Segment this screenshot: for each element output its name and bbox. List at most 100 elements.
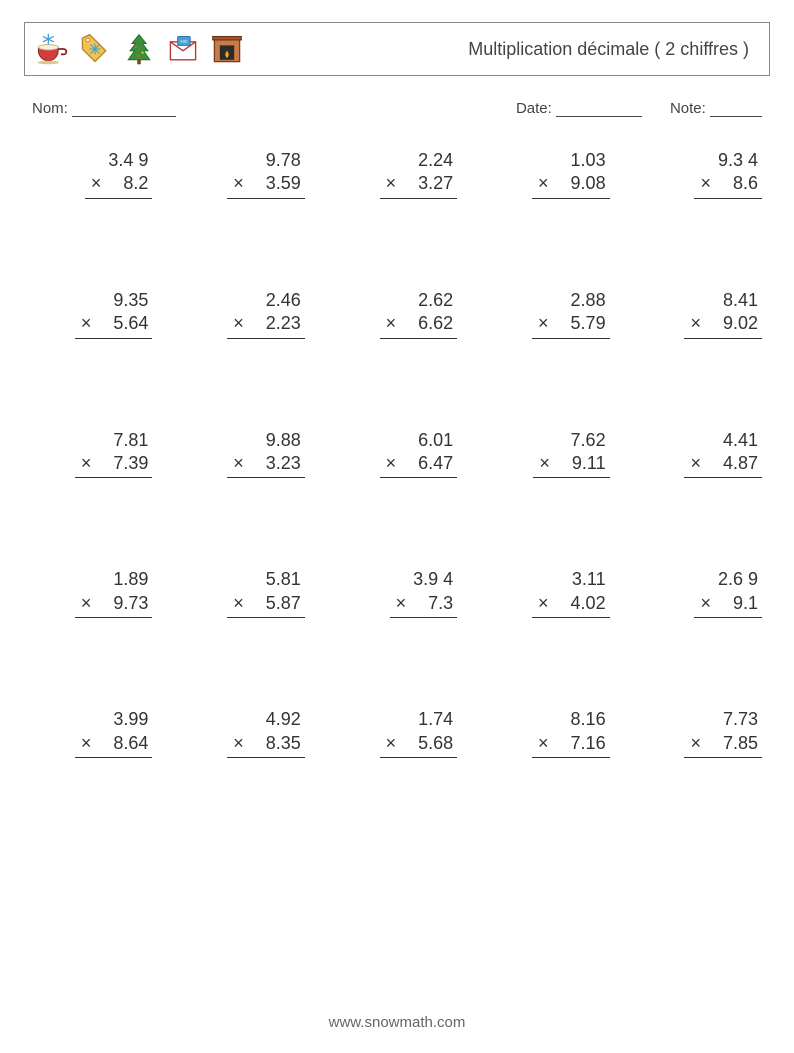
problem-cell: 4.92×8.35 [182,708,306,758]
multiplier-row: ×6.47 [380,452,458,478]
problem-cell: 7.81×7.39 [30,429,154,479]
multiplier: 9.08 [571,172,606,195]
multiplier-row: × 9.1 [694,592,762,618]
multiplier: 8.2 [123,172,148,195]
problem-cell: 2.46×2.23 [182,289,306,339]
multiplier: 3.23 [266,452,301,475]
multiply-sign: × [231,732,244,755]
multiplier-row: ×2.23 [227,312,305,338]
multiplicand: 7.81 [75,429,153,452]
multiplier-row: ×4.87 [684,452,762,478]
multiplier-row: ×9.08 [532,172,610,198]
multiply-sign: × [536,312,549,335]
header-icons: wish [33,30,245,68]
multiplier-row: ×5.79 [532,312,610,338]
problem-cell: 7.62× 9.11 [487,429,611,479]
problem-cell: 3.99×8.64 [30,708,154,758]
problem-cell: 9.35× 5.64 [30,289,154,339]
note-blank [710,103,762,117]
note-field: Note: [670,100,762,117]
multiplicand: 2.46 [227,289,305,312]
problem-cell: 6.01×6.47 [335,429,459,479]
multiplier-row: × 7.3 [390,592,458,618]
multiply-sign: × [394,592,407,615]
multiplier-row: × 5.64 [75,312,153,338]
envelope-icon: wish [165,30,201,68]
problem-cell: 8.16×7.16 [487,708,611,758]
multiply-sign: × [79,732,92,755]
problem-cell: 5.81×5.87 [182,568,306,618]
multiplier: 5.64 [113,312,148,335]
multiplier: 9.73 [113,592,148,615]
multiply-sign: × [384,732,397,755]
problem-cell: 3.9 4× 7.3 [335,568,459,618]
multiplier: 9.11 [572,452,606,475]
problems-grid: 3.4 9×8.29.78×3.592.24×3.271.03×9.089.3 … [30,149,764,758]
problem-cell: 1.74×5.68 [335,708,459,758]
problem-cell: 7.73×7.85 [640,708,764,758]
multiplier: 8.35 [266,732,301,755]
svg-text:wish: wish [180,40,187,44]
multiplier: 7.3 [428,592,453,615]
tag-snowflake-icon [77,30,113,68]
multiply-sign: × [688,312,701,335]
multiply-sign: × [384,452,397,475]
multiplicand: 9.35 [75,289,153,312]
multiplier: 2.23 [266,312,301,335]
date-blank [556,103,642,117]
multiplier-row: ×9.73 [75,592,153,618]
multiplicand: 7.62 [533,429,609,452]
multiplier: 4.87 [723,452,758,475]
multiplier: 7.16 [571,732,606,755]
note-label: Note: [670,100,706,117]
multiplicand: 9.78 [227,149,305,172]
multiply-sign: × [79,312,92,335]
multiply-sign: × [536,592,549,615]
multiplier-row: × 9.02 [684,312,762,338]
name-field: Nom: [32,100,176,117]
multiplicand: 2.6 9 [694,568,762,591]
problem-cell: 1.03×9.08 [487,149,611,199]
problem-cell: 9.78×3.59 [182,149,306,199]
multiplier-row: × 6.62 [380,312,458,338]
multiply-sign: × [231,592,244,615]
cup-snowflake-icon [33,30,69,68]
multiply-sign: × [89,172,102,195]
problem-cell: 9.88×3.23 [182,429,306,479]
multiplier-row: ×4.02 [532,592,610,618]
multiplicand: 6.01 [380,429,458,452]
multiplicand: 9.88 [227,429,305,452]
multiplier: 9.1 [733,592,758,615]
multiply-sign: × [698,592,711,615]
problem-cell: 9.3 4×8.6 [640,149,764,199]
multiplier-row: ×5.87 [227,592,305,618]
multiply-sign: × [384,172,397,195]
worksheet-title: Multiplication décimale ( 2 chiffres ) [468,39,755,60]
multiply-sign: × [384,312,397,335]
multiplier-row: ×7.16 [532,732,610,758]
problem-cell: 1.89×9.73 [30,568,154,618]
multiplier: 9.02 [723,312,758,335]
multiplier: 8.64 [113,732,148,755]
multiplier: 6.62 [418,312,453,335]
multiplier: 3.59 [266,172,301,195]
multiplicand: 3.4 9 [85,149,153,172]
multiplicand: 5.81 [227,568,305,591]
name-blank [72,103,176,117]
multiplicand: 2.24 [380,149,458,172]
multiplier-row: × 8.35 [227,732,305,758]
date-field: Date: [516,100,642,117]
multiplier: 8.6 [733,172,758,195]
multiply-sign: × [537,452,550,475]
footer-url: www.snowmath.com [0,1014,794,1031]
multiplier-row: ×8.6 [694,172,762,198]
multiplicand: 1.03 [532,149,610,172]
multiplier: 3.27 [418,172,453,195]
multiplicand: 7.73 [684,708,762,731]
multiplicand: 3.11 [532,568,610,591]
multiplicand: 3.9 4 [390,568,458,591]
multiply-sign: × [79,452,92,475]
multiplier-row: × 3.27 [380,172,458,198]
multiplier-row: × 8.2 [85,172,153,198]
multiplier-row: ×3.59 [227,172,305,198]
